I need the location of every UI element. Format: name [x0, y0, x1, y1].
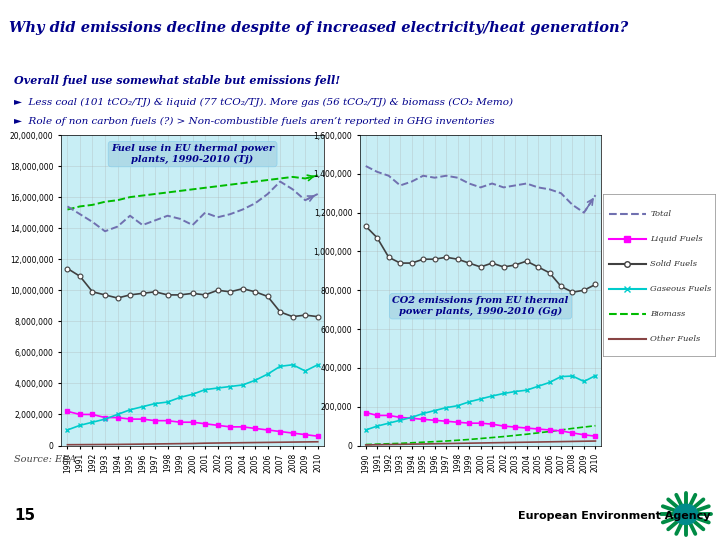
Text: Solid Fuels: Solid Fuels [650, 260, 697, 268]
Text: Gaseous Fuels: Gaseous Fuels [650, 285, 711, 293]
Text: Overall fuel use somewhat stable but emissions fell!: Overall fuel use somewhat stable but emi… [14, 75, 341, 86]
Text: Biomass: Biomass [650, 310, 685, 318]
Text: 15: 15 [14, 508, 35, 523]
Circle shape [674, 504, 698, 524]
Text: Fuel use in EU thermal power
plants, 1990-2010 (Tj): Fuel use in EU thermal power plants, 199… [111, 144, 274, 164]
Text: CO2 emissions from EU thermal
power plants, 1990-2010 (Gg): CO2 emissions from EU thermal power plan… [392, 296, 569, 316]
Text: Other Fuels: Other Fuels [650, 335, 701, 343]
Text: Source: EEA: Source: EEA [14, 455, 76, 464]
Text: Total: Total [650, 210, 671, 218]
Text: European Environment Agency: European Environment Agency [518, 511, 711, 521]
Text: ►  Less coal (101 tCO₂/TJ) & liquid (77 tCO₂/TJ). More gas (56 tCO₂/TJ) & biomas: ► Less coal (101 tCO₂/TJ) & liquid (77 t… [14, 98, 513, 107]
Text: Why did emissions decline despite of increased electricity/heat generation?: Why did emissions decline despite of inc… [9, 22, 628, 35]
Text: Liquid Fuels: Liquid Fuels [650, 235, 703, 243]
Text: ►  Role of non carbon fuels (?) > Non-combustible fuels aren’t reported in GHG i: ► Role of non carbon fuels (?) > Non-com… [14, 117, 495, 126]
